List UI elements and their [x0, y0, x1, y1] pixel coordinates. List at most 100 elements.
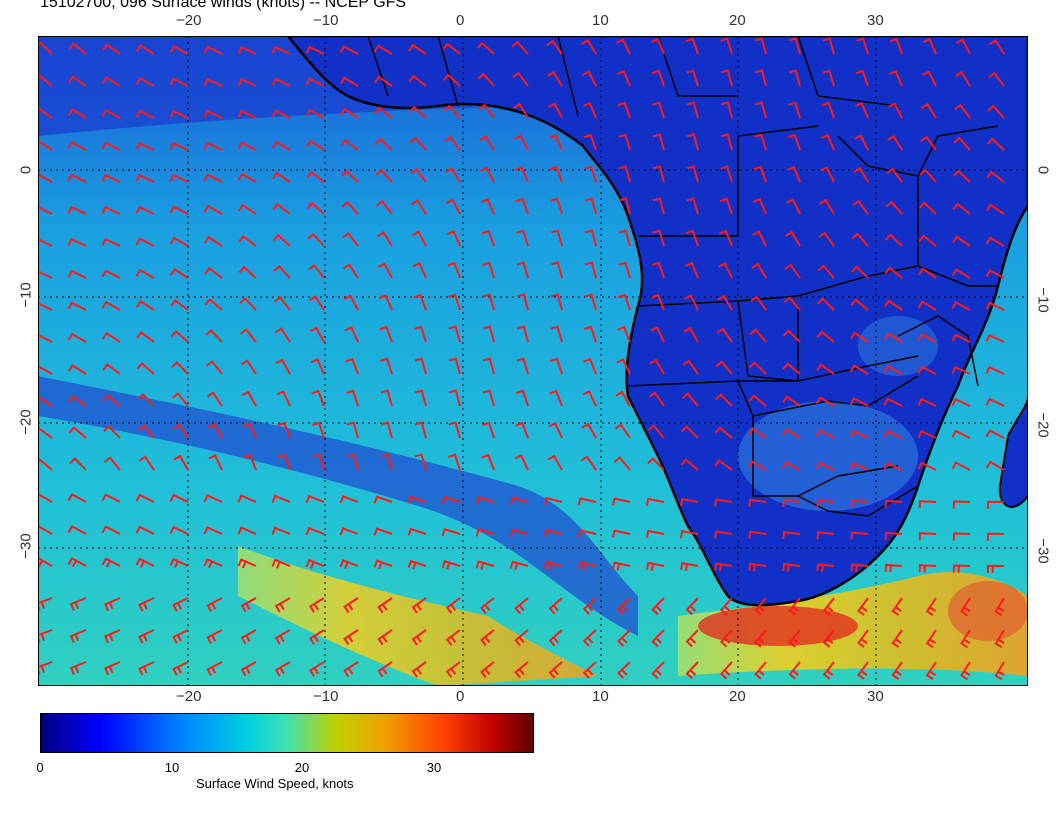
wind-barb	[918, 267, 937, 279]
wind-barb	[784, 263, 801, 279]
wind-barb	[136, 362, 155, 375]
wind-barb	[818, 231, 835, 247]
wind-barb	[686, 133, 699, 151]
wind-barb	[921, 103, 937, 119]
wind-barb	[374, 137, 393, 151]
wind-barb	[925, 629, 937, 649]
wind-barb	[715, 360, 733, 375]
wind-barb	[203, 526, 223, 535]
wind-barb	[951, 397, 971, 407]
wind-barb	[951, 268, 971, 279]
wind-barb	[204, 297, 223, 311]
wind-barb	[68, 395, 87, 407]
wind-barb	[67, 332, 87, 343]
wind-barb	[750, 295, 767, 311]
wind-barb	[747, 460, 767, 471]
wind-barb	[377, 262, 393, 279]
wind-barb	[482, 293, 495, 311]
wind-barb	[646, 561, 665, 571]
wind-barb	[410, 167, 427, 183]
wind-barb	[377, 629, 393, 646]
wind-barb	[548, 102, 563, 119]
wind-barb	[239, 328, 257, 343]
wind-barb	[884, 563, 903, 573]
wind-barb	[441, 496, 461, 505]
wind-barb	[237, 172, 257, 183]
wind-barb	[411, 661, 427, 678]
wind-barb	[577, 529, 597, 538]
wind-barb	[646, 497, 665, 506]
wind-barb	[891, 629, 903, 648]
wind-barb	[412, 262, 427, 279]
wind-barb	[441, 560, 461, 570]
wind-barb	[171, 392, 189, 407]
wind-barb	[952, 532, 971, 541]
wind-barb	[985, 301, 1005, 311]
wind-barb	[652, 133, 665, 151]
wind-barb	[617, 597, 631, 615]
wind-barb	[305, 558, 325, 569]
inland-lighter	[858, 316, 938, 376]
wind-barb	[850, 531, 869, 540]
wind-barb	[413, 293, 427, 311]
wind-barb	[718, 262, 733, 279]
wind-barb	[849, 429, 869, 439]
lat-label-left: −30	[17, 533, 35, 559]
wind-barb	[548, 422, 563, 439]
wind-barb	[849, 396, 869, 407]
wind-barb	[375, 168, 393, 183]
wind-barb	[101, 205, 121, 215]
wind-barb	[68, 75, 87, 87]
wind-barb	[616, 358, 631, 375]
wind-barb	[203, 109, 223, 119]
wind-barb	[683, 326, 699, 343]
colorbar-tick: 0	[36, 760, 44, 775]
wind-barb	[479, 135, 495, 151]
wind-barb	[584, 229, 597, 247]
wind-barb	[447, 453, 461, 471]
wind-barb	[172, 661, 189, 676]
wind-barb	[206, 629, 223, 645]
wind-barb	[378, 294, 393, 311]
lat-label-right: −30	[1034, 538, 1052, 564]
wind-barb	[38, 333, 53, 343]
wind-barb	[955, 71, 971, 87]
wind-barb	[849, 461, 869, 471]
wind-barb	[748, 498, 767, 507]
wind-barb	[850, 563, 869, 573]
wind-barb	[138, 455, 155, 471]
wind-barb	[618, 261, 631, 279]
jet-core-east	[948, 581, 1028, 641]
wind-barb	[850, 499, 869, 508]
wind-barb	[685, 629, 699, 648]
wind-barb	[482, 357, 495, 375]
wind-barb	[781, 428, 801, 439]
wind-barb	[513, 103, 529, 119]
wind-barb	[584, 261, 597, 279]
wind-barb	[685, 229, 699, 247]
wind-barb	[543, 496, 563, 506]
wind-barb	[407, 527, 427, 536]
wind-barb	[208, 454, 223, 471]
wind-barb	[442, 73, 461, 87]
wind-barb	[309, 326, 325, 343]
wind-barb	[514, 454, 529, 471]
wind-barb	[748, 530, 767, 539]
wind-barb	[719, 661, 733, 680]
wind-barb	[411, 629, 427, 646]
wind-barb	[816, 363, 835, 375]
wind-barb	[170, 299, 189, 311]
wind-barb	[207, 422, 223, 439]
wind-barb	[986, 170, 1005, 183]
wind-barb	[822, 629, 835, 648]
wind-barb	[276, 390, 291, 407]
wind-barb	[203, 77, 223, 87]
wind-barb	[307, 264, 325, 279]
wind-barb	[376, 231, 393, 247]
wind-barb	[754, 661, 767, 680]
wind-barb	[380, 357, 393, 375]
wind-barb	[67, 301, 87, 311]
wind-barb	[922, 37, 937, 55]
wind-barb	[748, 394, 767, 407]
wind-barb	[921, 70, 937, 87]
